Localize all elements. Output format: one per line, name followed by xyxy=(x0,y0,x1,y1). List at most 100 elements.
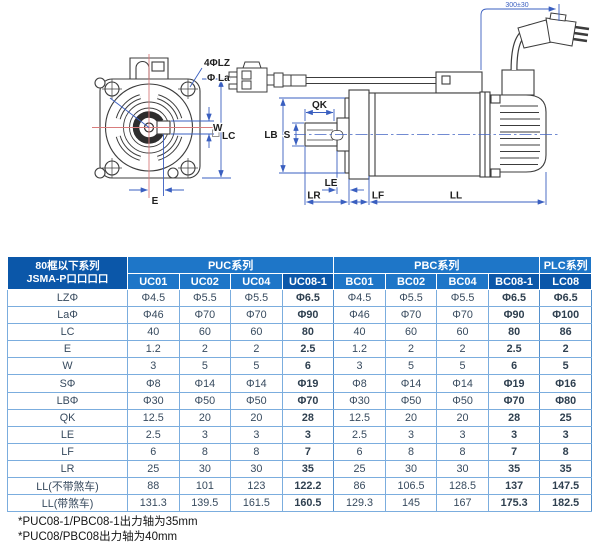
front-label-lc: LC xyxy=(222,131,235,142)
spec-cell: 86 xyxy=(539,323,592,342)
spec-cell: 60 xyxy=(178,323,232,342)
spec-row: SΦ Φ8 Φ14 Φ14 Φ19 Φ8 Φ14 Φ14 Φ19 Φ16 xyxy=(7,374,592,393)
model-column-header: UC04 xyxy=(230,273,283,290)
spec-cell: 6 xyxy=(281,357,335,376)
front-label-la: Φ La xyxy=(207,73,230,84)
side-label-lf: LF xyxy=(372,191,384,202)
spec-cell: Φ5.5 xyxy=(230,288,283,308)
spec-cell: Φ50 xyxy=(178,391,232,410)
spec-cell: 28 xyxy=(281,408,335,427)
spec-row: LF 6 8 8 7 6 8 8 7 8 xyxy=(7,442,592,461)
spec-cell: 20 xyxy=(178,408,232,427)
spec-cell: Φ80 xyxy=(539,391,592,410)
spec-cell: Φ70 xyxy=(487,391,541,410)
spec-cell: 2.5 xyxy=(281,340,335,359)
spec-cell: 131.3 xyxy=(127,494,180,513)
spec-cell: 2 xyxy=(230,340,283,359)
spec-row: LL(不带煞车) 88 101 123 122.2 86 106.5 128.5 137 147.… xyxy=(7,477,592,496)
spec-cell: Φ14 xyxy=(384,374,438,393)
spec-cell: 128.5 xyxy=(436,477,489,496)
spec-cell: 5 xyxy=(436,357,489,376)
spec-cell: 160.5 xyxy=(281,494,335,513)
spec-cell: Φ6.5 xyxy=(281,288,335,308)
spec-cell: Φ4.5 xyxy=(333,288,386,308)
spec-cell: 2 xyxy=(436,340,489,359)
spec-cell: 6 xyxy=(487,357,541,376)
spec-cell: 167 xyxy=(436,494,489,513)
model-column-header: UC08-1 xyxy=(281,273,335,290)
spec-cell: 123 xyxy=(230,477,283,496)
spec-cell: 3 xyxy=(230,425,283,444)
model-column-header: UC02 xyxy=(178,273,232,290)
spec-cell: Φ14 xyxy=(436,374,489,393)
spec-cell: 2 xyxy=(384,340,438,359)
spec-table: 80框以下系列 JSMA-P口口口口 PUC系列 PBC系列 PLC系列 UC01 UC02… xyxy=(7,256,592,513)
spec-cell: 3 xyxy=(333,357,386,376)
spec-row: LL(带煞车) 131.3 139.5 161.5 160.5 129.3 145 167 17… xyxy=(7,494,592,513)
spec-row: LBΦ Φ30 Φ50 Φ50 Φ70 Φ30 Φ50 Φ50 Φ70 Φ80 xyxy=(7,391,592,410)
spec-cell: 5 xyxy=(539,357,592,376)
spec-cell: 6 xyxy=(333,442,386,461)
spec-cell: Φ50 xyxy=(436,391,489,410)
spec-cell: 3 xyxy=(281,425,335,444)
spec-cell: Φ5.5 xyxy=(178,288,232,308)
spec-cell: 40 xyxy=(127,323,180,342)
spec-row-label: LF xyxy=(7,442,128,461)
spec-cell: 161.5 xyxy=(230,494,283,513)
power-connector-icon xyxy=(510,12,590,71)
spec-cell: 5 xyxy=(384,357,438,376)
footnote-line-1: *PUC08-1/PBC08-1出力轴为35mm xyxy=(18,516,198,528)
spec-cell: 86 xyxy=(333,477,386,496)
spec-cell: Φ5.5 xyxy=(436,288,489,308)
spec-cell: Φ16 xyxy=(539,374,592,393)
spec-cell: 40 xyxy=(333,323,386,342)
spec-table-header: 80框以下系列 JSMA-P口口口口 PUC系列 PBC系列 PLC系列 UC01 UC02… xyxy=(7,256,592,290)
spec-cell: 60 xyxy=(436,323,489,342)
spec-cell: Φ90 xyxy=(281,306,335,325)
spec-cell: Φ46 xyxy=(127,306,180,325)
spec-cell: Φ70 xyxy=(230,306,283,325)
spec-cell: 30 xyxy=(178,459,232,479)
spec-row: QK 12.5 20 20 28 12.5 20 20 28 25 xyxy=(7,408,592,427)
spec-row-label: E xyxy=(7,340,128,359)
spec-row-label: LaΦ xyxy=(7,306,128,325)
spec-cell: 3 xyxy=(127,357,180,376)
front-label-e: E xyxy=(152,196,159,207)
spec-row-label: LL(不带煞车) xyxy=(7,477,128,496)
spec-cell: Φ6.5 xyxy=(539,288,592,308)
spec-cell: 2.5 xyxy=(127,425,180,444)
spec-cell: 20 xyxy=(384,408,438,427)
spec-cell: 35 xyxy=(281,459,335,479)
motor-front-view: 4ΦLZ Φ La W LC E xyxy=(92,54,237,208)
spec-cell: Φ4.5 xyxy=(127,288,180,308)
spec-cell: 20 xyxy=(436,408,489,427)
motor-side-view: 300±30 QK S LB LE LR LF LL xyxy=(228,1,590,205)
spec-cell: 147.5 xyxy=(539,477,592,496)
spec-row-label: QK xyxy=(7,408,128,427)
spec-cell: Φ50 xyxy=(230,391,283,410)
spec-cell: Φ14 xyxy=(178,374,232,393)
side-label-qk: QK xyxy=(312,100,328,111)
spec-cell: 175.3 xyxy=(487,494,541,513)
model-column-header: LC08 xyxy=(539,273,592,290)
spec-cell: 28 xyxy=(487,408,541,427)
series-group-header: PLC系列 xyxy=(539,256,592,274)
spec-row-label: LZΦ xyxy=(7,288,128,308)
spec-row-label: LR xyxy=(7,459,128,479)
spec-cell: 80 xyxy=(281,323,335,342)
spec-cell: 12.5 xyxy=(333,408,386,427)
spec-cell: Φ70 xyxy=(436,306,489,325)
model-column-header: BC02 xyxy=(384,273,438,290)
spec-cell: Φ8 xyxy=(333,374,386,393)
centerlines xyxy=(92,54,213,198)
spec-cell: Φ5.5 xyxy=(384,288,438,308)
spec-cell: Φ70 xyxy=(178,306,232,325)
spec-cell: Φ14 xyxy=(230,374,283,393)
spec-row: LC 40 60 60 80 40 60 60 80 86 xyxy=(7,323,592,342)
spec-cell: Φ46 xyxy=(333,306,386,325)
spec-cell: 12.5 xyxy=(127,408,180,427)
side-label-s: S xyxy=(284,130,291,141)
spec-cell: 5 xyxy=(178,357,232,376)
encoder-connector-icon xyxy=(228,61,436,93)
model-column-header: UC01 xyxy=(127,273,180,290)
